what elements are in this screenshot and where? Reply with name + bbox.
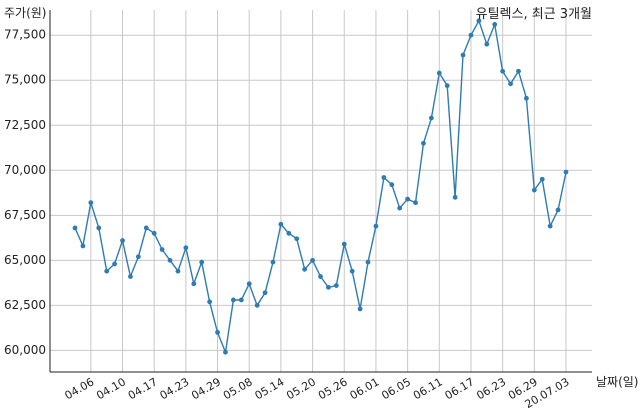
data-point bbox=[120, 238, 125, 243]
x-tick-label: 06.05 bbox=[379, 375, 413, 402]
y-tick-label: 75,000 bbox=[4, 73, 46, 87]
data-point bbox=[452, 194, 458, 200]
data-point bbox=[492, 22, 498, 27]
data-point bbox=[167, 257, 173, 263]
data-point bbox=[128, 274, 133, 279]
data-point bbox=[135, 254, 141, 260]
data-point bbox=[349, 268, 355, 274]
data-point bbox=[389, 182, 395, 188]
chart-title: 유틸렉스, 최근 3개월 bbox=[476, 7, 592, 22]
x-tick-label: 06.23 bbox=[474, 375, 508, 402]
data-point bbox=[80, 243, 86, 249]
data-point bbox=[151, 230, 157, 236]
data-point bbox=[96, 225, 102, 231]
y-tick-labels: 60,000 62,500 65,000 67,500 70,000 72,500 75,0… bbox=[4, 28, 46, 357]
x-tick-label: 04.10 bbox=[94, 375, 128, 402]
data-point bbox=[215, 329, 220, 335]
data-point bbox=[476, 18, 482, 24]
data-point bbox=[373, 223, 379, 229]
x-axis-label: 날짜(일) bbox=[596, 375, 638, 389]
y-tick-label: 60,000 bbox=[4, 343, 46, 357]
y-tick-label: 77,500 bbox=[4, 28, 46, 42]
data-point bbox=[539, 176, 545, 182]
data-point bbox=[444, 83, 450, 89]
data-point bbox=[516, 68, 521, 74]
data-point bbox=[500, 68, 506, 74]
data-point bbox=[405, 196, 411, 202]
data-point bbox=[326, 284, 331, 290]
x-tick-label: 06.11 bbox=[411, 375, 445, 402]
data-point bbox=[460, 52, 466, 58]
grid-lines bbox=[50, 10, 592, 372]
data-point bbox=[357, 306, 363, 312]
data-point bbox=[508, 81, 513, 87]
data-point bbox=[555, 207, 561, 213]
data-point bbox=[531, 187, 537, 193]
data-point bbox=[223, 349, 228, 355]
data-point bbox=[294, 236, 300, 242]
series-line bbox=[74, 19, 567, 355]
data-point bbox=[207, 299, 213, 305]
data-point bbox=[428, 115, 434, 121]
y-tick-label: 72,500 bbox=[4, 118, 46, 132]
data-point bbox=[104, 268, 110, 274]
data-point bbox=[270, 259, 276, 265]
x-tick-label: 05.14 bbox=[253, 375, 287, 402]
x-tick-label: 04.17 bbox=[126, 375, 160, 402]
data-point bbox=[310, 257, 315, 263]
data-point bbox=[563, 169, 569, 175]
data-point bbox=[278, 221, 284, 227]
x-tick-label: 04.23 bbox=[158, 375, 192, 402]
data-point bbox=[286, 230, 292, 236]
y-tick-label: 70,000 bbox=[4, 163, 46, 177]
data-point bbox=[246, 281, 252, 287]
data-point bbox=[333, 283, 339, 288]
data-point bbox=[524, 95, 529, 101]
axes bbox=[49, 10, 592, 373]
series-points bbox=[72, 18, 569, 355]
data-point bbox=[143, 225, 149, 231]
data-point bbox=[88, 200, 94, 206]
data-point bbox=[72, 225, 78, 231]
x-tick-label: 04.29 bbox=[189, 375, 223, 402]
data-point bbox=[262, 290, 268, 296]
data-point bbox=[230, 297, 236, 303]
data-point bbox=[421, 140, 426, 146]
data-point bbox=[318, 274, 323, 279]
data-point bbox=[397, 205, 403, 211]
y-axis-label: 주가(원) bbox=[4, 6, 46, 20]
data-point bbox=[199, 259, 205, 265]
x-tick-label: 06.17 bbox=[443, 375, 477, 402]
data-point bbox=[302, 266, 308, 272]
data-point bbox=[254, 302, 260, 308]
x-tick-label: 05.26 bbox=[316, 375, 350, 402]
data-point bbox=[175, 268, 181, 274]
x-tick-label: 05.08 bbox=[221, 375, 255, 402]
data-point bbox=[365, 259, 371, 265]
data-point bbox=[547, 223, 553, 229]
data-point bbox=[484, 41, 490, 47]
data-point bbox=[381, 175, 387, 180]
data-point bbox=[341, 241, 347, 247]
x-tick-label: 05.20 bbox=[284, 375, 318, 402]
data-point bbox=[183, 245, 189, 251]
y-tick-label: 67,500 bbox=[4, 208, 46, 222]
y-tick-label: 65,000 bbox=[4, 253, 46, 267]
x-tick-labels: 04.0604.1004.1704.2304.2905.0805.1405.20… bbox=[63, 375, 572, 411]
data-point bbox=[238, 297, 244, 303]
data-point bbox=[159, 247, 165, 252]
data-point bbox=[436, 70, 442, 76]
data-point bbox=[112, 261, 117, 267]
data-point bbox=[413, 200, 418, 206]
data-point bbox=[468, 32, 474, 38]
x-tick-label: 04.06 bbox=[63, 375, 97, 402]
data-point bbox=[191, 281, 197, 287]
y-tick-label: 62,500 bbox=[4, 298, 46, 312]
x-tick-label: 06.01 bbox=[348, 375, 382, 402]
